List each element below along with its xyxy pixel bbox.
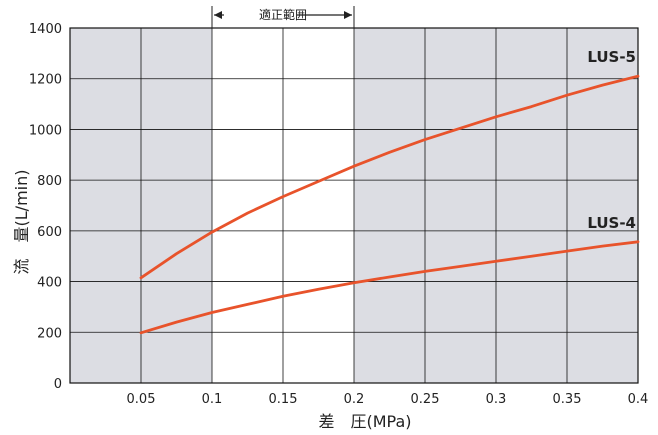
y-tick-label: 800 [37, 174, 62, 189]
x-tick-label: 0.4 [628, 392, 649, 407]
x-tick-label: 0.2 [344, 392, 365, 407]
proper-range-label: 適正範囲 [259, 7, 307, 22]
y-tick-label: 600 [37, 225, 62, 240]
x-tick-label: 0.05 [127, 392, 156, 407]
range-arrow-right-head [344, 11, 352, 19]
x-tick-label: 0.3 [486, 392, 507, 407]
y-tick-label: 1200 [29, 73, 62, 88]
proper-range-annotation: 適正範囲 [211, 6, 355, 28]
series-label: LUS-4 [587, 214, 636, 232]
x-tick-label: 0.1 [202, 392, 223, 407]
x-tick-label: 0.35 [553, 392, 582, 407]
y-tick-label: 1000 [29, 123, 62, 138]
x-tick-label: 0.25 [411, 392, 440, 407]
series-layer: LUS-5 LUS-4 [139, 48, 640, 335]
y-tick-label: 0 [54, 377, 62, 392]
grid-layer [69, 27, 639, 384]
x-tick-label: 0.15 [269, 392, 298, 407]
range-arrow-left-head [214, 11, 222, 19]
x-axis-title: 差 圧(MPa) [318, 412, 411, 431]
series-line [139, 240, 640, 335]
y-tick-label: 200 [37, 326, 62, 341]
y-tick-label: 400 [37, 276, 62, 291]
series-line [139, 74, 640, 280]
y-axis-title: 流 量(L/min) [12, 170, 31, 275]
series-label: LUS-5 [587, 48, 636, 66]
y-tick-label: 1400 [29, 22, 62, 37]
tick-label-layer: 0 200 400 600 800 1000 1200 1400 0.05 0.1 0.15 0.2 0… [29, 22, 648, 407]
